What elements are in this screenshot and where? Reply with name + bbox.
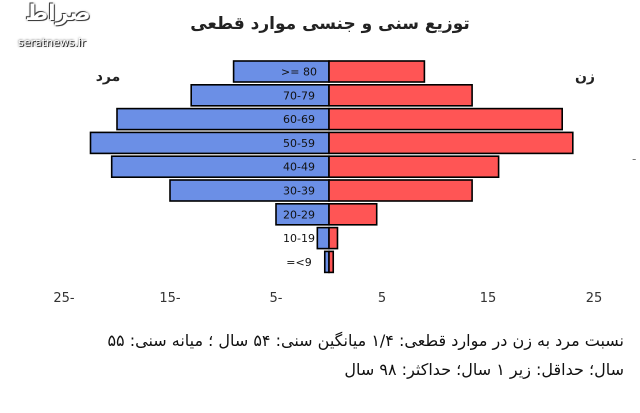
watermark-url: seratnews.ir [18,36,86,49]
category-label-3: 50-59 [283,137,315,150]
population-pyramid-chart: >= 80 70-79 60-69 50-59 40-49 30-39 20-29 10-19… [53,60,603,306]
bar-men-7 [316,226,330,250]
stray-mark: - [632,152,637,166]
bar-women-0 [328,60,426,83]
x-tick-label-1: 15- [159,291,181,306]
x-tick-label-0: 25- [53,291,75,306]
category-label-0: >= 80 [281,66,317,79]
x-tick-label-3: 5 [378,291,386,306]
bar-women-6 [328,203,378,226]
bar-women-3 [328,131,574,155]
chart-title: توزیع سنی و جنسی موارد قطعی [190,14,470,34]
bar-women-2 [328,107,563,131]
category-label-8: =<9 [286,256,311,269]
caption-line-2: سال؛ حداقل: زیر ۱ سال؛ حداکثر: ۹۸ سال [344,360,624,379]
bar-women-1 [328,84,473,107]
category-label-4: 40-49 [283,161,315,174]
bar-women-5 [328,179,473,202]
category-label-1: 70-79 [283,89,315,102]
x-tick-label-5: 25 [586,291,603,306]
series-label-women: زن [575,69,595,85]
caption-line-1: نسبت مرد به زن در موارد قطعی: ۱/۴ میانگی… [107,331,624,350]
bar-women-7 [328,226,339,250]
bar-women-4 [328,155,500,178]
caption: نسبت مرد به زن در موارد قطعی: ۱/۴ میانگی… [20,326,624,384]
series-label-men: مرد [96,69,121,85]
category-label-5: 30-39 [283,185,315,198]
x-tick-label-4: 15 [480,291,497,306]
category-label-6: 20-29 [283,208,315,221]
x-tick-label-2: 5- [270,291,283,306]
category-label-7: 10-19 [283,232,315,245]
category-label-2: 60-69 [283,113,315,126]
bar-women-8 [328,250,335,274]
watermark-name: صراط [25,1,91,26]
watermark-logo: صراط seratnews.ir [0,0,106,52]
